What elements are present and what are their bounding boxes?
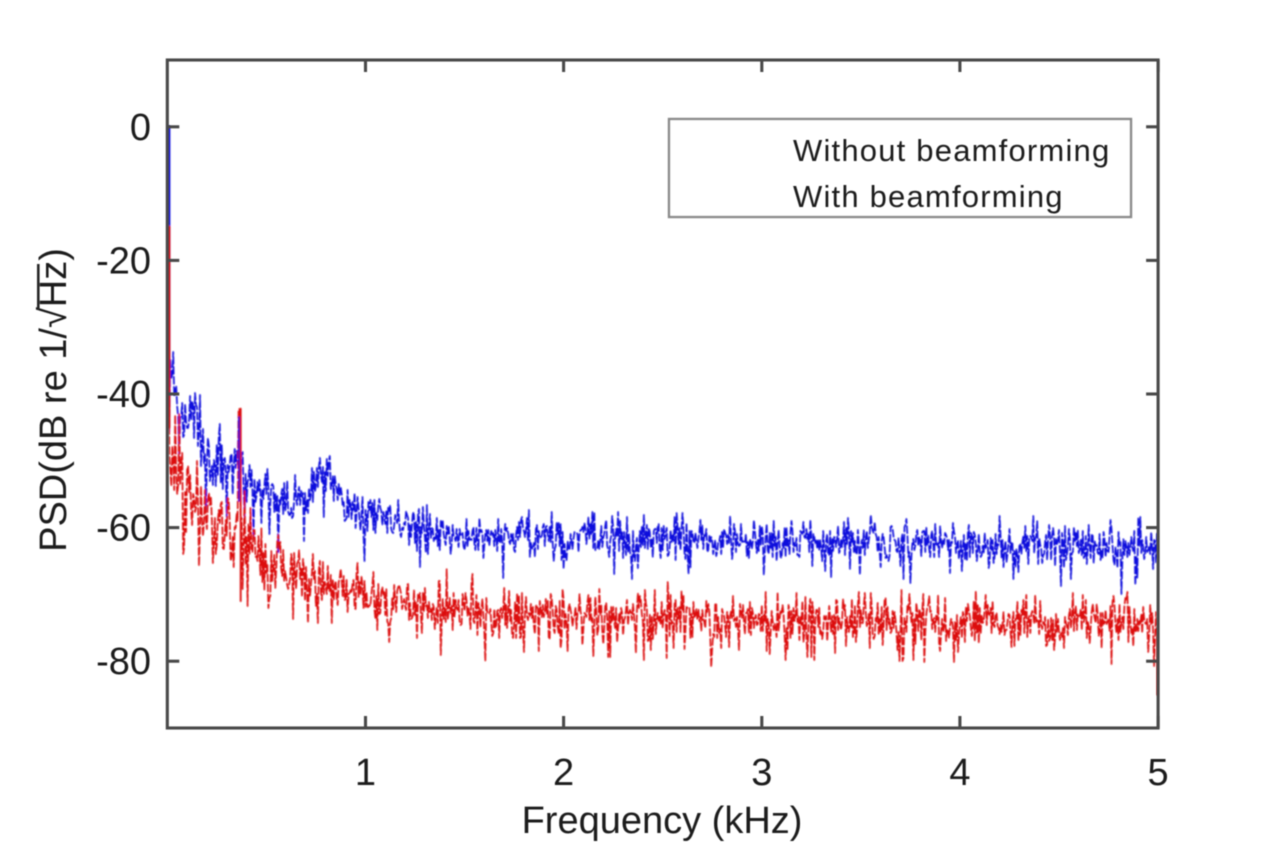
svg-text:-20: -20 bbox=[96, 240, 151, 282]
svg-text:4: 4 bbox=[949, 752, 970, 794]
svg-text:Without beamforming: Without beamforming bbox=[793, 133, 1110, 168]
svg-text:-80: -80 bbox=[96, 641, 151, 683]
svg-text:-60: -60 bbox=[96, 508, 151, 550]
svg-text:0: 0 bbox=[130, 107, 151, 149]
svg-text:With beamforming: With beamforming bbox=[793, 179, 1064, 214]
svg-text:Frequency (kHz): Frequency (kHz) bbox=[522, 800, 803, 842]
svg-text:3: 3 bbox=[751, 752, 772, 794]
svg-text:5: 5 bbox=[1148, 752, 1169, 794]
svg-text:1: 1 bbox=[355, 752, 376, 794]
svg-text:2: 2 bbox=[553, 752, 574, 794]
svg-text:-40: -40 bbox=[96, 374, 151, 416]
svg-text:PSD(dB re 1/√Hz): PSD(dB re 1/√Hz) bbox=[33, 248, 75, 552]
